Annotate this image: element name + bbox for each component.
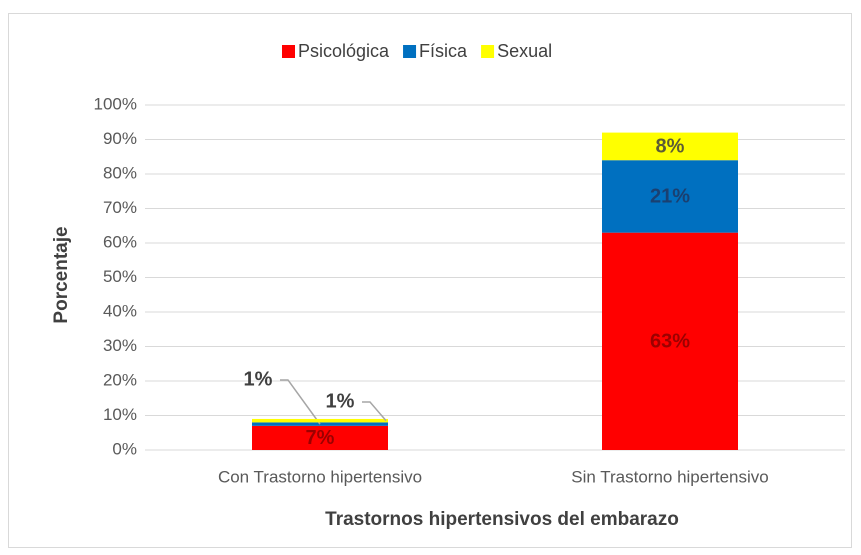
- x-axis-title: Trastornos hipertensivos del embarazo: [325, 509, 679, 530]
- legend-label: Psicológica: [298, 41, 390, 61]
- value-label: 7%: [306, 427, 335, 449]
- y-tick-label: 90%: [103, 129, 137, 148]
- value-label: 1%: [326, 390, 355, 412]
- y-tick-label: 100%: [94, 94, 137, 113]
- value-label: 1%: [244, 368, 273, 390]
- legend-label: Sexual: [497, 41, 552, 61]
- y-tick-label: 70%: [103, 198, 137, 217]
- leader-line: [280, 379, 321, 425]
- bar-segment: [602, 132, 738, 161]
- y-tick-label: 30%: [103, 336, 137, 355]
- bar-segment: [252, 418, 388, 423]
- legend-swatch: [282, 45, 295, 58]
- legend-label: Física: [419, 41, 468, 61]
- x-tick-label: Sin Trastorno hipertensivo: [571, 467, 769, 486]
- bar-segment: [602, 160, 738, 233]
- value-label: 8%: [656, 136, 685, 158]
- x-tick-label: Con Trastorno hipertensivo: [218, 467, 422, 486]
- legend-swatch: [481, 45, 495, 58]
- y-tick-label: 10%: [103, 405, 137, 424]
- y-tick-label: 0%: [112, 439, 137, 458]
- bar-segment: [252, 425, 388, 450]
- y-tick-label: 20%: [103, 370, 137, 389]
- y-tick-label: 40%: [103, 301, 137, 320]
- y-tick-label: 60%: [103, 232, 137, 251]
- bar-segment: [602, 232, 738, 450]
- leader-line: [362, 401, 387, 422]
- y-axis-title: Porcentaje: [51, 226, 72, 323]
- value-label: 21%: [650, 186, 690, 208]
- legend-swatch: [403, 45, 417, 58]
- y-tick-label: 80%: [103, 163, 137, 182]
- value-label: 63%: [650, 331, 690, 353]
- y-tick-label: 50%: [103, 267, 137, 286]
